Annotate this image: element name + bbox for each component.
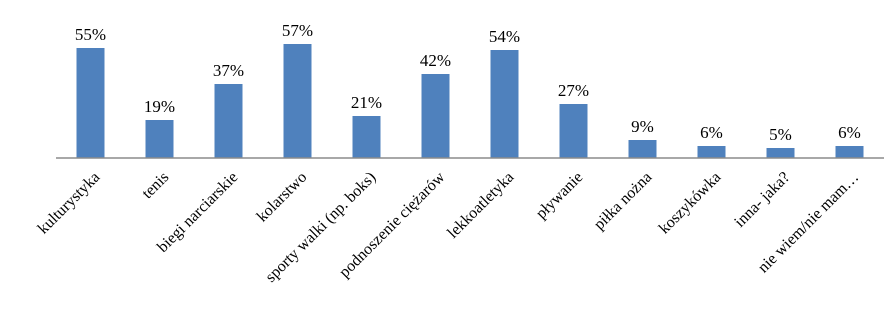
bar xyxy=(76,48,105,158)
x-tick-label: kolarstwo xyxy=(254,169,311,226)
bar xyxy=(214,84,243,158)
bar xyxy=(421,74,450,158)
bar xyxy=(352,116,381,158)
bar xyxy=(628,140,657,158)
data-label: 9% xyxy=(631,117,654,136)
bar xyxy=(145,120,174,158)
x-tick-label: koszykówka xyxy=(656,169,725,238)
x-tick-label: inna- jaka? xyxy=(731,169,793,231)
bar xyxy=(490,50,519,158)
data-label: 42% xyxy=(420,51,451,70)
x-tick-label: lekkoatletyka xyxy=(444,169,517,242)
x-tick-label: pływanie xyxy=(533,169,586,222)
x-tick-label: piłka nożna xyxy=(591,169,655,233)
x-tick-label: kulturystyka xyxy=(35,169,104,238)
data-label: 57% xyxy=(282,21,313,40)
data-label: 5% xyxy=(769,125,792,144)
data-label: 55% xyxy=(75,25,106,44)
x-tick-label: tenis xyxy=(139,169,172,202)
bar xyxy=(283,44,312,158)
bar xyxy=(559,104,588,158)
data-label: 54% xyxy=(489,27,520,46)
data-label: 6% xyxy=(700,123,723,142)
data-label: 21% xyxy=(351,93,382,112)
data-label: 37% xyxy=(213,61,244,80)
bar xyxy=(766,148,795,158)
data-labels-layer: 55% 19% 37% 57% 21% 42% 54% 27% 9% 6% 5% 6% xyxy=(75,21,861,144)
data-label: 19% xyxy=(144,97,175,116)
bars-layer xyxy=(76,44,864,158)
data-label: 27% xyxy=(558,81,589,100)
bar xyxy=(835,146,864,158)
bar xyxy=(697,146,726,158)
data-label: 6% xyxy=(838,123,861,142)
